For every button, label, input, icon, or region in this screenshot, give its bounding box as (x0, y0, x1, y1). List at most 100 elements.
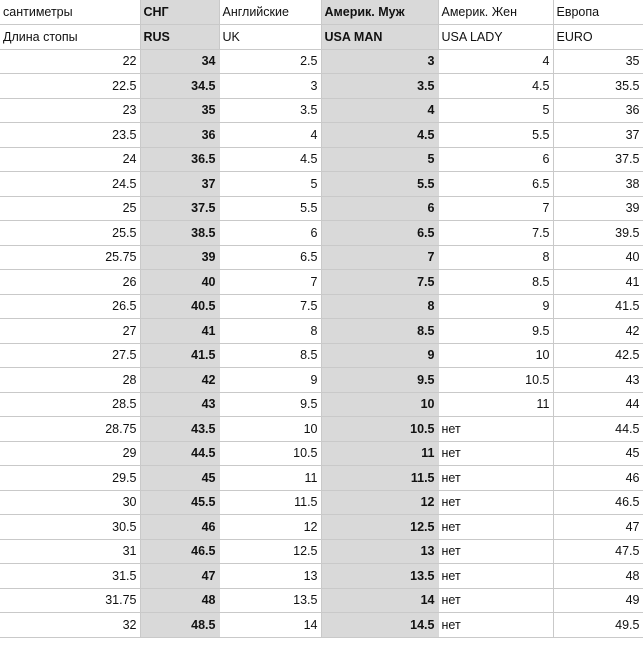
cell-euro[interactable]: 39 (553, 196, 643, 221)
cell-usa-lady[interactable]: 5.5 (438, 122, 554, 148)
cell-usa-man[interactable]: 3 (321, 49, 439, 74)
header-cm[interactable]: сантиметры (0, 0, 141, 25)
cell-cm[interactable]: 29 (0, 441, 141, 466)
header-us-men[interactable]: Америк. Муж (321, 0, 439, 25)
header-us-women[interactable]: Америк. Жен (438, 0, 554, 25)
cell-cm[interactable]: 22 (0, 49, 141, 74)
cell-rus[interactable]: 41 (140, 318, 220, 344)
cell-euro[interactable]: 45 (553, 441, 643, 466)
cell-uk[interactable]: 4 (219, 122, 322, 148)
cell-euro[interactable]: 41.5 (553, 294, 643, 319)
cell-usa-man[interactable]: 13.5 (321, 563, 439, 589)
cell-euro[interactable]: 46.5 (553, 490, 643, 515)
cell-euro[interactable]: 38 (553, 171, 643, 197)
cell-euro[interactable]: 42 (553, 318, 643, 344)
cell-usa-man[interactable]: 9.5 (321, 367, 439, 393)
cell-rus[interactable]: 48.5 (140, 612, 220, 638)
cell-euro[interactable]: 41 (553, 269, 643, 295)
header-rus[interactable]: RUS (140, 24, 220, 50)
cell-uk[interactable]: 13.5 (219, 588, 322, 613)
cell-usa-lady[interactable]: нет (438, 490, 554, 515)
cell-uk[interactable]: 14 (219, 612, 322, 638)
cell-rus[interactable]: 40.5 (140, 294, 220, 319)
cell-usa-lady[interactable]: 5 (438, 98, 554, 123)
cell-rus[interactable]: 44.5 (140, 441, 220, 466)
cell-cm[interactable]: 31.75 (0, 588, 141, 613)
cell-usa-man[interactable]: 5.5 (321, 171, 439, 197)
cell-rus[interactable]: 43.5 (140, 416, 220, 442)
cell-usa-lady[interactable]: 7.5 (438, 220, 554, 246)
cell-rus[interactable]: 46.5 (140, 539, 220, 564)
cell-usa-lady[interactable]: 10.5 (438, 367, 554, 393)
cell-cm[interactable]: 26.5 (0, 294, 141, 319)
cell-usa-man[interactable]: 6 (321, 196, 439, 221)
cell-usa-man[interactable]: 7 (321, 245, 439, 270)
cell-uk[interactable]: 11.5 (219, 490, 322, 515)
cell-euro[interactable]: 44 (553, 392, 643, 417)
cell-euro[interactable]: 42.5 (553, 343, 643, 368)
cell-usa-man[interactable]: 12.5 (321, 514, 439, 540)
cell-usa-man[interactable]: 4 (321, 98, 439, 123)
cell-rus[interactable]: 43 (140, 392, 220, 417)
cell-cm[interactable]: 28 (0, 367, 141, 393)
cell-uk[interactable]: 7.5 (219, 294, 322, 319)
cell-usa-man[interactable]: 9 (321, 343, 439, 368)
cell-cm[interactable]: 27.5 (0, 343, 141, 368)
cell-cm[interactable]: 29.5 (0, 465, 141, 491)
cell-uk[interactable]: 12 (219, 514, 322, 540)
cell-euro[interactable]: 37 (553, 122, 643, 148)
cell-usa-lady[interactable]: 6.5 (438, 171, 554, 197)
cell-usa-lady[interactable]: 8 (438, 245, 554, 270)
cell-euro[interactable]: 49 (553, 588, 643, 613)
cell-usa-man[interactable]: 13 (321, 539, 439, 564)
cell-rus[interactable]: 45 (140, 465, 220, 491)
cell-uk[interactable]: 10 (219, 416, 322, 442)
cell-uk[interactable]: 6 (219, 220, 322, 246)
cell-cm[interactable]: 32 (0, 612, 141, 638)
cell-euro[interactable]: 37.5 (553, 147, 643, 172)
cell-usa-man[interactable]: 11 (321, 441, 439, 466)
cell-cm[interactable]: 31.5 (0, 563, 141, 589)
cell-cm[interactable]: 25.75 (0, 245, 141, 270)
cell-rus[interactable]: 35 (140, 98, 220, 123)
cell-usa-lady[interactable]: 9.5 (438, 318, 554, 344)
cell-rus[interactable]: 47 (140, 563, 220, 589)
cell-cm[interactable]: 22.5 (0, 73, 141, 99)
cell-rus[interactable]: 40 (140, 269, 220, 295)
cell-usa-man[interactable]: 14.5 (321, 612, 439, 638)
cell-euro[interactable]: 40 (553, 245, 643, 270)
cell-uk[interactable]: 8 (219, 318, 322, 344)
cell-usa-man[interactable]: 8 (321, 294, 439, 319)
cell-euro[interactable]: 36 (553, 98, 643, 123)
cell-uk[interactable]: 3 (219, 73, 322, 99)
cell-usa-lady[interactable]: 11 (438, 392, 554, 417)
header-foot-length[interactable]: Длина стопы (0, 24, 141, 50)
cell-usa-lady[interactable]: нет (438, 416, 554, 442)
cell-usa-man[interactable]: 12 (321, 490, 439, 515)
cell-usa-man[interactable]: 7.5 (321, 269, 439, 295)
cell-cm[interactable]: 23 (0, 98, 141, 123)
cell-rus[interactable]: 46 (140, 514, 220, 540)
cell-usa-lady[interactable]: нет (438, 588, 554, 613)
cell-usa-lady[interactable]: нет (438, 465, 554, 491)
cell-usa-lady[interactable]: 4 (438, 49, 554, 74)
cell-euro[interactable]: 43 (553, 367, 643, 393)
cell-usa-lady[interactable]: нет (438, 441, 554, 466)
cell-usa-man[interactable]: 11.5 (321, 465, 439, 491)
cell-cm[interactable]: 30.5 (0, 514, 141, 540)
cell-rus[interactable]: 48 (140, 588, 220, 613)
cell-usa-lady[interactable]: нет (438, 514, 554, 540)
header-cis[interactable]: СНГ (140, 0, 220, 25)
cell-rus[interactable]: 42 (140, 367, 220, 393)
cell-euro[interactable]: 48 (553, 563, 643, 589)
cell-cm[interactable]: 23.5 (0, 122, 141, 148)
cell-uk[interactable]: 11 (219, 465, 322, 491)
cell-euro[interactable]: 39.5 (553, 220, 643, 246)
cell-cm[interactable]: 24 (0, 147, 141, 172)
cell-euro[interactable]: 35.5 (553, 73, 643, 99)
header-euro[interactable]: EURO (553, 24, 643, 50)
cell-usa-man[interactable]: 4.5 (321, 122, 439, 148)
cell-usa-man[interactable]: 5 (321, 147, 439, 172)
cell-euro[interactable]: 44.5 (553, 416, 643, 442)
cell-uk[interactable]: 4.5 (219, 147, 322, 172)
